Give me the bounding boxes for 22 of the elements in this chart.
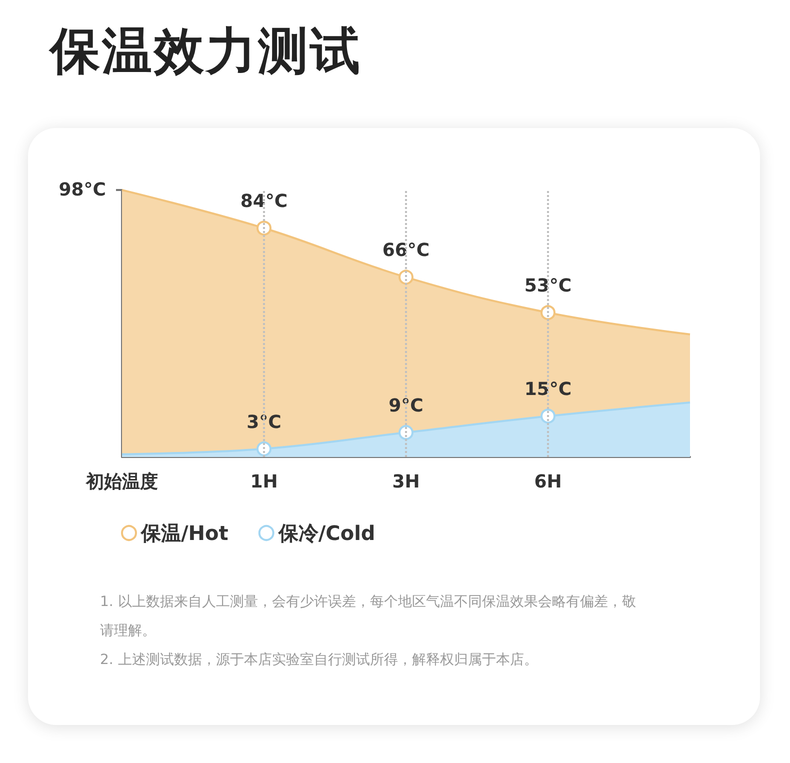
y-tick-label: 98°C (58, 180, 106, 200)
point (256, 220, 272, 236)
x-tick-label: 3H (392, 472, 420, 492)
x-tick-label: 1H (250, 472, 278, 492)
data-label: 66°C (382, 240, 430, 262)
data-label: 9°C (388, 395, 424, 416)
data-label: 3°C (246, 412, 282, 433)
chart-title: 保温效力测试 (50, 21, 362, 82)
point (256, 441, 272, 456)
data-label: 15°C (524, 379, 572, 400)
text: 2. 上述测试数据，源于本店实验室自行测试所得，解释权归属于本店。 (100, 651, 539, 670)
legend-label: 保温/Hot (140, 521, 229, 545)
point (398, 270, 414, 285)
point (540, 408, 556, 424)
x-tick-label: 初始温度 (85, 472, 158, 492)
point (398, 424, 414, 440)
text: 1. 以上数据来自人工测量，会有少许误差，每个地区气温不同保温效果会略有偏差，敬请理解。 (100, 593, 637, 641)
x-tick-label: 6H (534, 472, 562, 492)
data-label: 84°C (240, 191, 288, 212)
point (540, 305, 556, 320)
data-label: 53°C (524, 276, 572, 297)
legend-label: 保冷/Cold (277, 521, 376, 545)
